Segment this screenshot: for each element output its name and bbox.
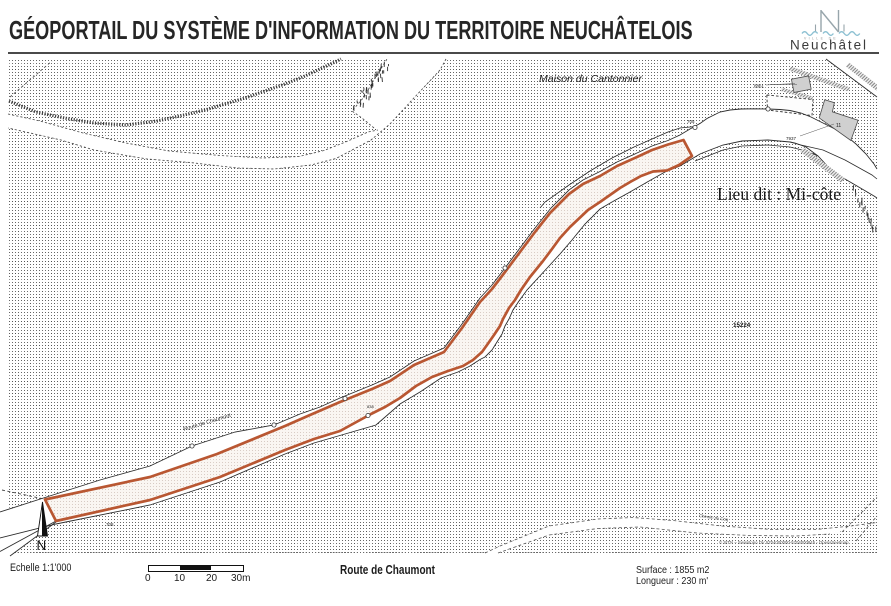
svg-text:Chemin du Coq: Chemin du Coq	[699, 513, 729, 522]
svg-text:N: N	[37, 538, 47, 553]
svg-text:Maison du Cantonnier: Maison du Cantonnier	[539, 73, 642, 85]
svg-text:8861: 8861	[754, 84, 765, 89]
svg-text:Neuchâtel: Neuchâtel	[790, 38, 868, 53]
svg-text:VILLE DE: VILLE DE	[804, 37, 838, 41]
svg-text:11: 11	[836, 123, 841, 129]
svg-text:708: 708	[106, 522, 114, 527]
svg-text:Lieu dit : Mi-côte: Lieu dit : Mi-côte	[717, 184, 841, 204]
svg-text:705: 705	[687, 119, 695, 124]
svg-text:15224: 15224	[733, 322, 751, 329]
svg-text:© SITN – Swisstopo DV 57040000: © SITN – Swisstopo DV 5704000000-5704000…	[719, 540, 849, 545]
svg-text:7937: 7937	[786, 136, 797, 141]
svg-text:838: 838	[367, 404, 374, 409]
